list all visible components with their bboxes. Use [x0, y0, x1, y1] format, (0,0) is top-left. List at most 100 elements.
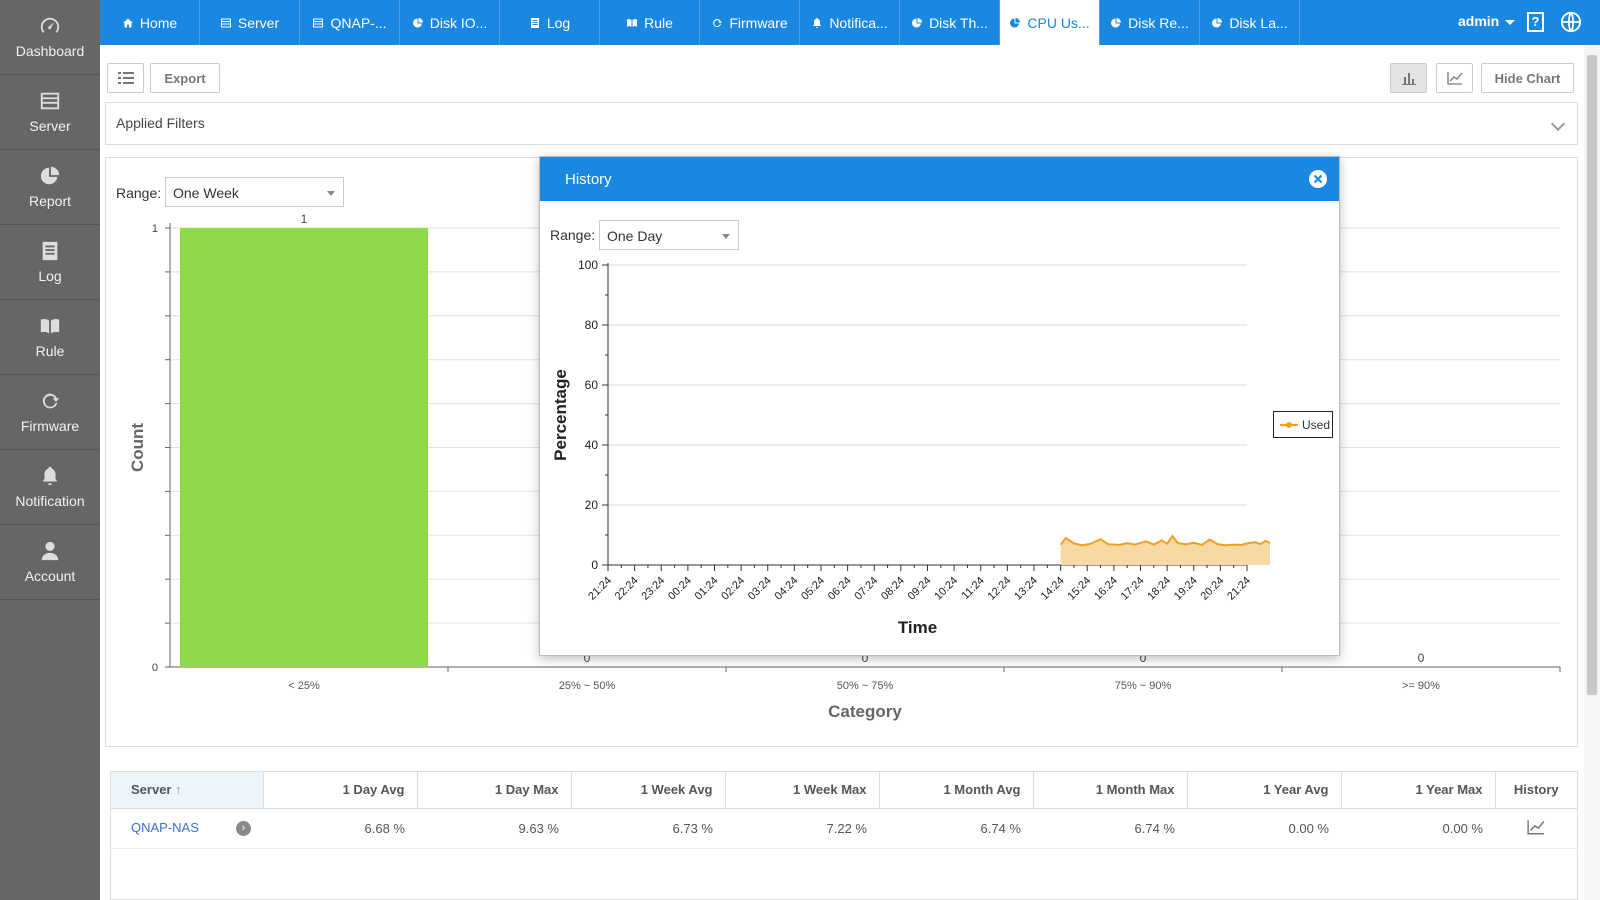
sidebar-item-label: Report: [28, 193, 72, 209]
legend-used[interactable]: Used: [1273, 411, 1333, 438]
log-icon: [530, 17, 539, 28]
user-menu[interactable]: admin: [1458, 13, 1516, 29]
tab-home[interactable]: Home: [100, 0, 200, 45]
stats-table: Server ↑ 1 Day Avg 1 Day Max 1 Week Avg …: [110, 771, 1578, 900]
applied-filters-panel[interactable]: Applied Filters: [105, 102, 1578, 145]
server-icon: [220, 18, 231, 27]
sidebar-item-report[interactable]: Report: [0, 150, 100, 225]
series-line-used: [1059, 534, 1270, 547]
server-link[interactable]: QNAP-NAS: [131, 820, 199, 835]
x-tick-label: 03:24: [746, 575, 774, 603]
tab-disk-throughput[interactable]: Disk Th...: [900, 0, 1000, 45]
chevron-right-icon[interactable]: ›: [236, 821, 251, 836]
pie-icon: [1010, 17, 1021, 27]
pie-icon: [40, 166, 60, 185]
sidebar-item-rule[interactable]: Rule: [0, 300, 100, 375]
range-select[interactable]: One Week: [165, 177, 344, 207]
modal-range-label: Range:: [550, 227, 596, 243]
bar-chart-button[interactable]: [1390, 63, 1427, 93]
sidebar-item-log[interactable]: Log: [0, 225, 100, 300]
tab-label: Disk Th...: [929, 14, 988, 31]
export-button[interactable]: Export: [150, 63, 220, 93]
help-icon[interactable]: ?: [1527, 12, 1544, 32]
column-header[interactable]: 1 Month Avg: [879, 772, 1034, 809]
tab-disk-latency[interactable]: Disk La...: [1200, 0, 1300, 45]
tab-label: Rule: [644, 14, 673, 31]
x-tick-label: >= 90%: [1402, 680, 1440, 692]
x-tick-label: 05:24: [799, 575, 827, 603]
sidebar-item-label: Log: [38, 268, 62, 284]
history-chart-icon[interactable]: [1527, 819, 1545, 835]
column-header[interactable]: 1 Year Max: [1341, 772, 1496, 809]
modal-range-select[interactable]: One Day: [599, 220, 739, 250]
data-label: 0: [1418, 651, 1425, 665]
server-icon: [40, 92, 60, 110]
column-header[interactable]: 1 Week Max: [725, 772, 880, 809]
series-area-used: [1060, 536, 1270, 565]
x-tick-label: 04:24: [773, 575, 801, 603]
book-icon: [40, 318, 60, 334]
x-tick-label: 01:24: [693, 575, 721, 603]
x-tick-label: 20:24: [1199, 575, 1227, 603]
tab-log[interactable]: Log: [500, 0, 600, 45]
tab-firmware[interactable]: Firmware: [700, 0, 800, 45]
range-select-value: One Week: [173, 185, 239, 201]
column-menu-button[interactable]: [107, 63, 144, 93]
tab-disk-read[interactable]: Disk Re...: [1100, 0, 1200, 45]
x-axis-title: Category: [828, 702, 902, 721]
column-header[interactable]: 1 Day Max: [417, 772, 572, 809]
x-tick-label: 06:24: [826, 575, 854, 603]
column-header[interactable]: 1 Month Max: [1033, 772, 1188, 809]
table-header-row: Server ↑ 1 Day Avg 1 Day Max 1 Week Avg …: [111, 772, 1577, 809]
tab-cpu-usage[interactable]: CPU Us...: [1000, 0, 1100, 45]
globe-icon[interactable]: [1560, 11, 1582, 33]
column-header[interactable]: 1 Day Avg: [263, 772, 418, 809]
refresh-icon: [713, 18, 723, 27]
tab-label: QNAP-...: [330, 14, 387, 31]
sidebar-item-server[interactable]: Server: [0, 75, 100, 150]
x-tick-label: 02:24: [719, 575, 747, 603]
pie-icon: [1212, 17, 1223, 27]
x-tick-label: 21:24: [586, 575, 614, 603]
table-cell: 7.22 %: [725, 808, 879, 849]
column-header[interactable]: 1 Week Avg: [571, 772, 726, 809]
scrollbar-thumb[interactable]: [1587, 55, 1597, 695]
sidebar-item-dashboard[interactable]: Dashboard: [0, 0, 100, 75]
x-tick-label: 15:24: [1065, 575, 1093, 603]
refresh-icon: [42, 393, 60, 409]
x-tick-label: 16:24: [1092, 575, 1120, 603]
tab-notification[interactable]: Notifica...: [800, 0, 900, 45]
sidebar-item-firmware[interactable]: Firmware: [0, 375, 100, 450]
column-header-server[interactable]: Server ↑: [111, 772, 264, 809]
chevron-down-icon: [722, 234, 730, 239]
data-label: 1: [301, 212, 308, 226]
sidebar-item-notification[interactable]: Notification: [0, 450, 100, 525]
x-tick-label: 22:24: [613, 575, 641, 603]
y-axis-title: Percentage: [551, 369, 570, 461]
y-tick-label: 100: [578, 258, 598, 272]
tab-server[interactable]: Server: [200, 0, 300, 45]
table-cell: 6.73 %: [571, 808, 725, 849]
column-header: History: [1495, 772, 1577, 809]
tab-qnap[interactable]: QNAP-...: [300, 0, 400, 45]
column-header[interactable]: 1 Year Avg: [1187, 772, 1342, 809]
line-chart-button[interactable]: [1436, 63, 1473, 93]
tab-label: Log: [546, 14, 571, 31]
y-tick-label: 20: [585, 498, 599, 512]
table-cell: 6.74 %: [1033, 808, 1187, 849]
close-icon[interactable]: [1309, 170, 1327, 188]
bar-chart-icon: [1401, 73, 1416, 85]
x-tick-label: 09:24: [906, 575, 934, 603]
sidebar-item-label: Firmware: [20, 418, 80, 434]
top-tab-bar: Home Server QNAP-... Disk IO... Log Rule…: [100, 0, 1600, 45]
tab-disk-io[interactable]: Disk IO...: [400, 0, 500, 45]
chevron-down-icon[interactable]: [1550, 116, 1566, 132]
sidebar-item-account[interactable]: Account: [0, 525, 100, 600]
hide-chart-button[interactable]: Hide Chart: [1481, 63, 1574, 93]
tab-label: Disk IO...: [429, 14, 488, 31]
x-tick-label: 18:24: [1145, 575, 1173, 603]
tab-label: CPU Us...: [1027, 14, 1090, 31]
sidebar-item-label: Notification: [15, 493, 85, 509]
tab-label: Firmware: [729, 14, 788, 31]
tab-rule[interactable]: Rule: [600, 0, 700, 45]
